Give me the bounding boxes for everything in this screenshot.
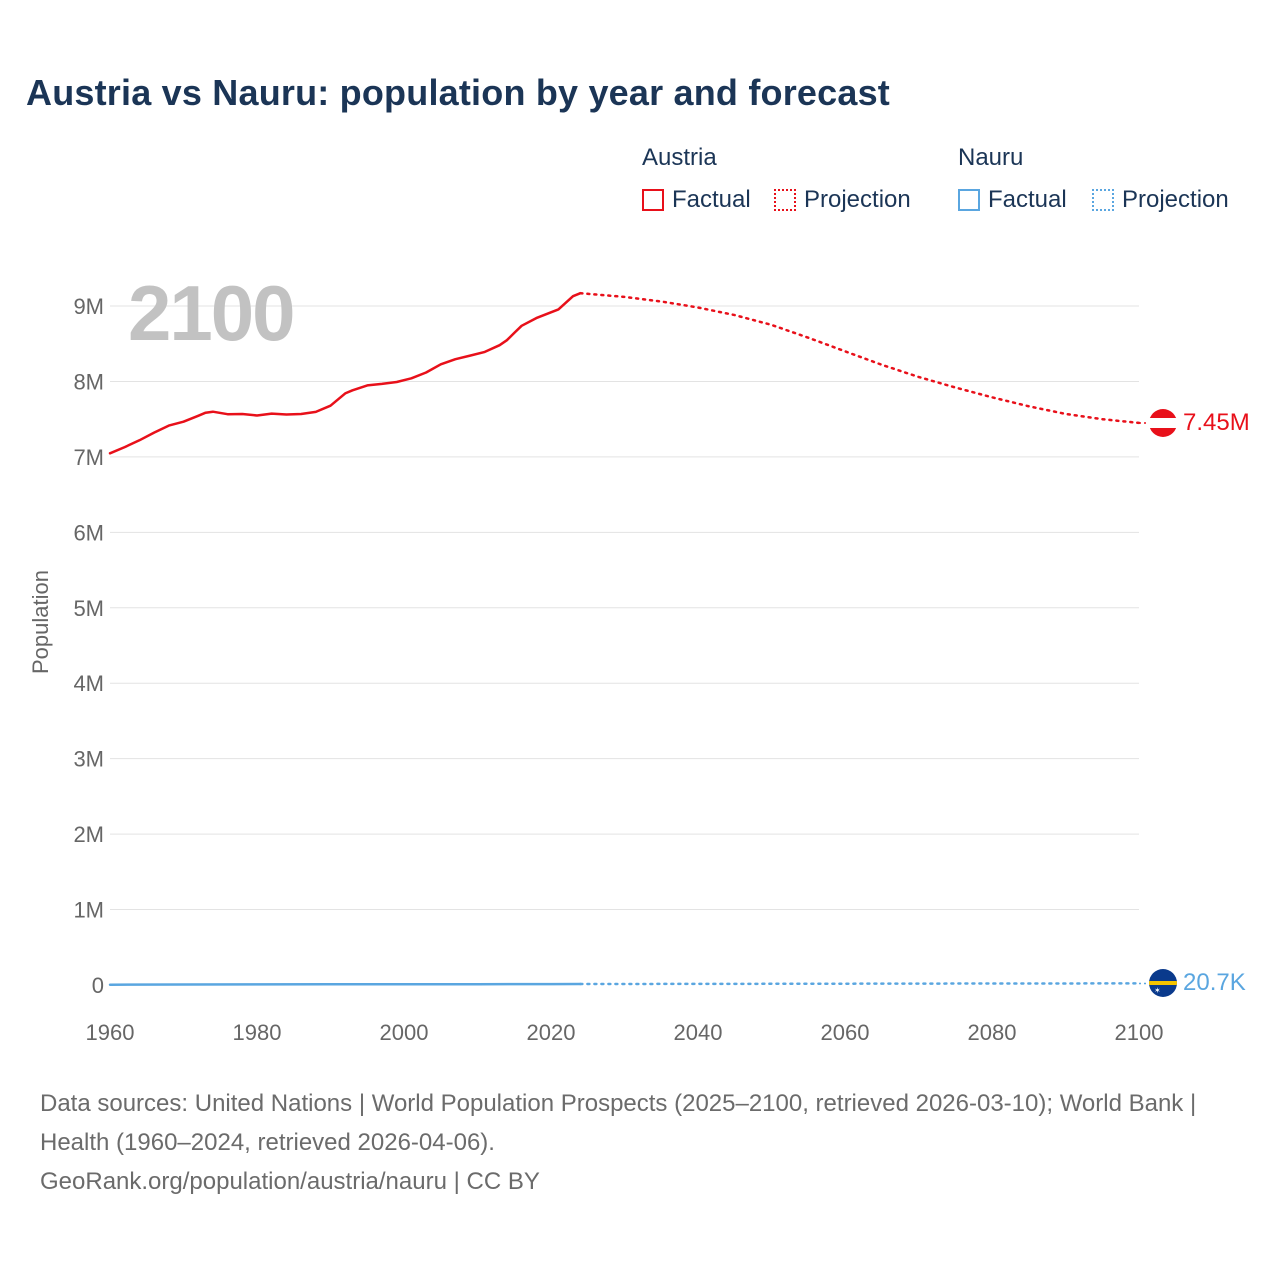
legend-swatch-dotted [774,189,796,211]
legend-group-austria: Austria Factual Projection [642,144,942,224]
y-tick-label: 2M [73,822,104,847]
attribution-link[interactable]: GeoRank.org/population/austria/nauru | C… [40,1168,540,1195]
x-tick-label: 1960 [86,1020,135,1045]
legend-label: Projection [804,186,911,213]
data-sources-note: Data sources: United Nations | World Pop… [40,1090,1197,1156]
x-tick-label: 2100 [1115,1020,1164,1045]
x-tick-label: 2060 [821,1020,870,1045]
y-tick-label: 0 [92,973,104,998]
y-tick-label: 6M [73,520,104,545]
x-tick-label: 1980 [233,1020,282,1045]
series-line-austria-factual[interactable] [108,291,582,455]
legend-swatch-solid [642,189,664,211]
grid-lines [110,305,1139,911]
legend-swatch-dotted [1092,189,1114,211]
x-axis-ticks: 1960 1980 2000 2020 2040 2060 2080 2100 [86,1020,1164,1045]
nauru-flag-icon: ✶ [1149,969,1177,998]
y-tick-label: 8M [73,369,104,394]
legend-label: Factual [988,186,1067,213]
legend-swatch-solid [958,189,980,211]
end-label-austria: 7.45M [1183,408,1250,436]
series-line-austria-projection[interactable] [579,291,1141,425]
legend-group-nauru: Nauru Factual Projection [958,144,1258,224]
y-tick-label: 3M [73,747,104,772]
end-label-nauru: 20.7K [1183,969,1246,997]
chart-footer: Data sources: United Nations | World Pop… [40,1084,1240,1201]
legend-group-name: Nauru [958,144,1024,171]
y-axis-ticks: 0 1M 2M 3M 4M 5M 6M 7M 8M 9M [73,294,104,998]
y-tick-label: 5M [73,596,104,621]
legend-label: Factual [672,186,751,213]
y-tick-label: 7M [73,445,104,470]
y-tick-label: 1M [73,898,104,923]
series-line-nauru-factual[interactable] [108,982,582,986]
y-tick-label: 9M [73,294,104,319]
year-watermark: 2100 [128,269,296,357]
legend-label: Projection [1122,186,1229,213]
legend-item-austria-factual[interactable]: Factual [642,186,751,214]
x-tick-label: 2020 [527,1020,576,1045]
series-line-nauru-projection[interactable] [579,982,1141,986]
legend-item-nauru-factual[interactable]: Factual [958,186,1067,214]
legend-item-austria-projection[interactable]: Projection [774,186,911,214]
legend-group-name: Austria [642,144,717,171]
y-tick-label: 4M [73,671,104,696]
austria-flag-icon [1149,408,1177,437]
x-tick-label: 2000 [380,1020,429,1045]
y-axis-label: Population [28,570,53,674]
series-lines [108,291,1149,986]
x-tick-label: 2080 [968,1020,1017,1045]
x-tick-label: 2040 [674,1020,723,1045]
legend-item-nauru-projection[interactable]: Projection [1092,186,1229,214]
chart-title: Austria vs Nauru: population by year and… [26,72,890,113]
